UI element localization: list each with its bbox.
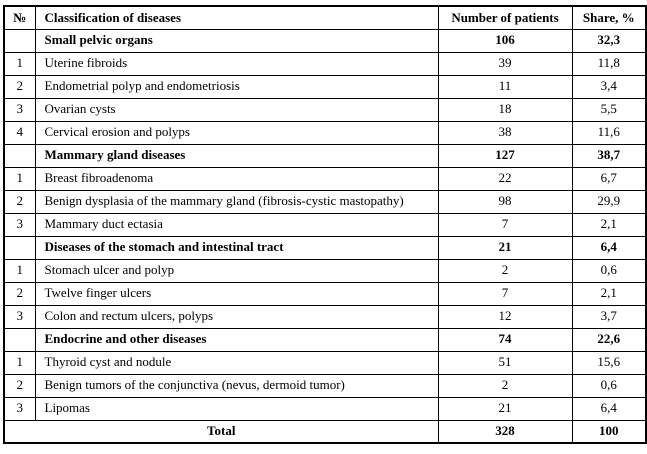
- row-number-cell: 2: [3, 74, 36, 99]
- share-cell: 0,6: [571, 258, 647, 283]
- share-cell: 32,3: [571, 28, 647, 53]
- col-header-patients: Number of patients: [437, 5, 573, 30]
- patients-cell: 39: [437, 51, 573, 76]
- patients-cell: 7: [437, 281, 573, 306]
- patients-cell: 12: [437, 304, 573, 329]
- patients-cell: 127: [437, 143, 573, 168]
- patients-cell: 7: [437, 212, 573, 237]
- table-row: 1 Thyroid cyst and nodule 51 15,6: [3, 350, 647, 375]
- classification-cell: Cervical erosion and polyps: [34, 120, 439, 145]
- patients-cell: 11: [437, 74, 573, 99]
- classification-cell: Colon and rectum ulcers, polyps: [34, 304, 439, 329]
- share-cell: 29,9: [571, 189, 647, 214]
- row-number-cell: 1: [3, 350, 36, 375]
- table-row: 3 Mammary duct ectasia 7 2,1: [3, 212, 647, 237]
- share-cell: 2,1: [571, 212, 647, 237]
- group-row: Diseases of the stomach and intestinal t…: [3, 235, 647, 260]
- table-row: 4 Cervical erosion and polyps 38 11,6: [3, 120, 647, 145]
- header-row: № Classification of diseases Number of p…: [3, 5, 647, 30]
- row-number-cell: [3, 235, 36, 260]
- row-number-cell: 1: [3, 51, 36, 76]
- group-row: Small pelvic organs 106 32,3: [3, 28, 647, 53]
- col-header-classification: Classification of diseases: [34, 5, 439, 30]
- total-row: Total 328 100: [3, 419, 647, 444]
- patients-cell: 21: [437, 235, 573, 260]
- share-cell: 11,6: [571, 120, 647, 145]
- share-cell: 6,7: [571, 166, 647, 191]
- share-cell: 15,6: [571, 350, 647, 375]
- share-cell: 3,7: [571, 304, 647, 329]
- table-row: 2 Twelve finger ulcers 7 2,1: [3, 281, 647, 306]
- classification-cell: Endometrial polyp and endometriosis: [34, 74, 439, 99]
- share-cell: 0,6: [571, 373, 647, 398]
- row-number-cell: 2: [3, 373, 36, 398]
- share-cell: 3,4: [571, 74, 647, 99]
- classification-cell: Mammary gland diseases: [34, 143, 439, 168]
- share-cell: 5,5: [571, 97, 647, 122]
- row-number-cell: 3: [3, 304, 36, 329]
- row-number-cell: 2: [3, 281, 36, 306]
- classification-cell: Twelve finger ulcers: [34, 281, 439, 306]
- diseases-table: № Classification of diseases Number of p…: [3, 5, 647, 444]
- table-row: 3 Colon and rectum ulcers, polyps 12 3,7: [3, 304, 647, 329]
- classification-cell: Endocrine and other diseases: [34, 327, 439, 352]
- row-number-cell: [3, 28, 36, 53]
- table-row: 2 Endometrial polyp and endometriosis 11 3,…: [3, 74, 647, 99]
- patients-cell: 98: [437, 189, 573, 214]
- table-row: 1 Breast fibroadenoma 22 6,7: [3, 166, 647, 191]
- row-number-cell: 3: [3, 212, 36, 237]
- table-row: 3 Ovarian cysts 18 5,5: [3, 97, 647, 122]
- table-row: 1 Uterine fibroids 39 11,8: [3, 51, 647, 76]
- row-number-cell: [3, 327, 36, 352]
- patients-cell: 38: [437, 120, 573, 145]
- share-cell: 100: [571, 419, 647, 444]
- classification-cell: Uterine fibroids: [34, 51, 439, 76]
- row-number-cell: 1: [3, 166, 36, 191]
- patients-cell: 2: [437, 258, 573, 283]
- classification-cell: Lipomas: [34, 396, 439, 421]
- table-row: 2 Benign dysplasia of the mammary gland (…: [3, 189, 647, 214]
- table-row: 3 Lipomas 21 6,4: [3, 396, 647, 421]
- classification-cell: Benign tumors of the conjunctiva (nevus,…: [34, 373, 439, 398]
- row-number-cell: 3: [3, 396, 36, 421]
- patients-cell: 51: [437, 350, 573, 375]
- row-number-cell: 1: [3, 258, 36, 283]
- classification-cell: Breast fibroadenoma: [34, 166, 439, 191]
- classification-cell: Stomach ulcer and polyp: [34, 258, 439, 283]
- row-number-cell: 2: [3, 189, 36, 214]
- row-number-cell: [3, 143, 36, 168]
- row-number-cell: 3: [3, 97, 36, 122]
- patients-cell: 74: [437, 327, 573, 352]
- classification-cell: Benign dysplasia of the mammary gland (f…: [34, 189, 439, 214]
- group-row: Mammary gland diseases 127 38,7: [3, 143, 647, 168]
- patients-cell: 18: [437, 97, 573, 122]
- classification-cell: Ovarian cysts: [34, 97, 439, 122]
- share-cell: 11,8: [571, 51, 647, 76]
- share-cell: 38,7: [571, 143, 647, 168]
- col-header-num: №: [3, 5, 36, 30]
- group-row: Endocrine and other diseases 74 22,6: [3, 327, 647, 352]
- patients-cell: 22: [437, 166, 573, 191]
- table-row: 2 Benign tumors of the conjunctiva (nevus…: [3, 373, 647, 398]
- table-row: 1 Stomach ulcer and polyp 2 0,6: [3, 258, 647, 283]
- classification-cell: Thyroid cyst and nodule: [34, 350, 439, 375]
- patients-cell: 21: [437, 396, 573, 421]
- row-number-cell: 4: [3, 120, 36, 145]
- classification-cell: Small pelvic organs: [34, 28, 439, 53]
- col-header-share: Share, %: [571, 5, 647, 30]
- share-cell: 6,4: [571, 396, 647, 421]
- patients-cell: 2: [437, 373, 573, 398]
- classification-cell: Mammary duct ectasia: [34, 212, 439, 237]
- share-cell: 6,4: [571, 235, 647, 260]
- patients-cell: 106: [437, 28, 573, 53]
- total-label-cell: Total: [3, 419, 439, 444]
- classification-cell: Diseases of the stomach and intestinal t…: [34, 235, 439, 260]
- patients-cell: 328: [437, 419, 573, 444]
- share-cell: 22,6: [571, 327, 647, 352]
- table-body: Small pelvic organs 106 32,3 1 Uterine fibro…: [3, 28, 647, 444]
- share-cell: 2,1: [571, 281, 647, 306]
